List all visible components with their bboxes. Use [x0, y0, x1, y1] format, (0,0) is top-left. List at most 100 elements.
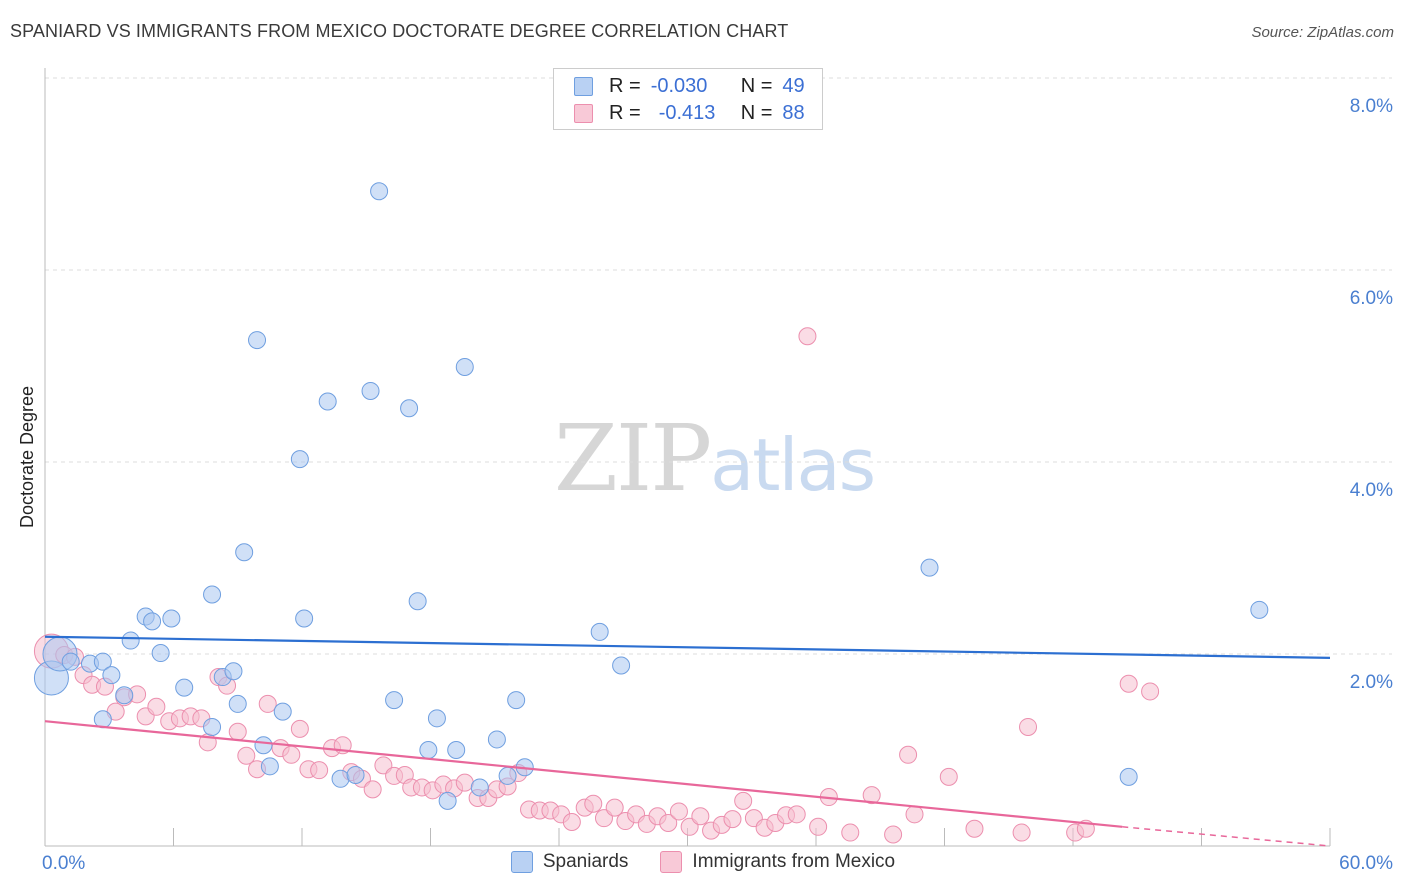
- immigrant-point: [899, 745, 918, 764]
- immigrant-point: [734, 791, 753, 810]
- legend-n-label: N =: [740, 74, 773, 97]
- legend-swatch-spaniards: [510, 851, 533, 873]
- spaniard-point: [400, 399, 419, 418]
- spaniard-point: [254, 736, 273, 755]
- legend-swatch-immigrants: [660, 851, 683, 873]
- immigrant-point: [787, 805, 806, 824]
- legend-swatch-immigrants: [574, 103, 593, 123]
- legend-r-value: -0.030: [650, 74, 708, 97]
- spaniard-point: [331, 769, 350, 788]
- x-tick-label: 60.0%: [1339, 853, 1393, 874]
- legend-n-value: 49: [782, 74, 805, 97]
- immigrant-point: [147, 697, 166, 716]
- immigrant-point: [282, 745, 301, 764]
- legend-swatch-spaniards: [574, 76, 593, 96]
- spaniard-point: [273, 702, 292, 721]
- trend-lines: [44, 635, 1331, 847]
- immigrant-point: [310, 761, 329, 780]
- spaniard-point: [612, 656, 631, 675]
- immigrant-point: [905, 805, 924, 824]
- immigrants-from-mexico-points: [33, 327, 1160, 844]
- immigrant-point: [1141, 682, 1160, 701]
- spaniard-point: [203, 717, 222, 736]
- immigrant-point: [691, 807, 710, 826]
- legend-item-immigrants[interactable]: Immigrants from Mexico: [660, 851, 895, 873]
- immigrant-point: [965, 819, 984, 838]
- source-label: Source: ZipAtlas.com: [1251, 24, 1394, 41]
- spaniard-point: [507, 691, 526, 710]
- immigrant-point: [862, 786, 881, 805]
- spaniard-point: [408, 592, 427, 611]
- immigrant-point: [1019, 717, 1038, 736]
- spaniard-point: [260, 757, 279, 776]
- y-tick-label: 4.0%: [1350, 480, 1393, 501]
- chart-title: SPANIARD VS IMMIGRANTS FROM MEXICO DOCTO…: [10, 21, 789, 41]
- legend-row-spaniards: R = -0.030 N = 49: [574, 73, 805, 99]
- axis-labels: 2.0% 4.0% 6.0% 8.0% 0.0% 60.0% Doctorate Degre…: [17, 96, 1393, 874]
- spaniard-point: [143, 612, 162, 631]
- series-legend: Spaniards Immigrants from Mexico: [0, 851, 1406, 873]
- spaniard-point: [115, 686, 134, 705]
- spaniard-point: [470, 778, 489, 797]
- spaniard-point: [447, 741, 466, 759]
- spaniard-point: [1119, 767, 1138, 786]
- immigrant-point: [228, 722, 247, 741]
- immigrant-point: [258, 694, 277, 713]
- legend-r-label: R =: [609, 74, 641, 97]
- immigrant-point: [659, 813, 678, 832]
- spaniard-point: [224, 662, 243, 681]
- legend-label-spaniards: Spaniards: [542, 851, 629, 872]
- spaniard-point: [290, 450, 309, 469]
- spaniard-point: [228, 694, 247, 713]
- spaniard-point: [203, 585, 222, 604]
- spaniard-point: [1250, 600, 1269, 619]
- spaniard-point: [455, 357, 474, 376]
- spaniard-point: [175, 678, 194, 697]
- y-axis-title: Doctorate Degree: [17, 386, 37, 528]
- spaniard-point: [487, 730, 506, 749]
- immigrant-point: [1012, 823, 1031, 842]
- spaniard-point: [346, 765, 365, 784]
- spaniard-point: [318, 392, 337, 411]
- spaniard-point: [61, 652, 80, 671]
- spaniard-point: [295, 609, 314, 628]
- watermark: ZIPatlas: [554, 405, 876, 512]
- spaniard-point: [121, 631, 140, 650]
- immigrant-point: [939, 767, 958, 786]
- spaniards-trend-line: [44, 635, 1331, 659]
- spaniard-point: [162, 609, 181, 628]
- spaniard-point: [93, 652, 112, 671]
- spaniard-point: [427, 709, 446, 728]
- legend-r-label: R =: [609, 101, 641, 124]
- legend-row-immigrants: R = -0.413 N = 88: [574, 100, 805, 126]
- legend-label-immigrants: Immigrants from Mexico: [692, 851, 896, 872]
- immigrant-point: [290, 719, 309, 738]
- immigrant-point: [237, 746, 256, 765]
- legend-n-value: 88: [782, 101, 805, 124]
- correlation-legend: R = -0.030 N = 49 R = -0.413 N = 88: [553, 68, 823, 130]
- immigrant-point: [455, 773, 474, 792]
- grid-lines: [45, 77, 1392, 655]
- y-tick-label: 6.0%: [1350, 288, 1393, 309]
- legend-n-label: N =: [740, 101, 773, 124]
- legend-item-spaniards[interactable]: Spaniards: [510, 851, 629, 873]
- immigrant-point: [669, 802, 688, 821]
- watermark-atlas: atlas: [710, 423, 876, 507]
- spaniard-point: [151, 644, 170, 663]
- x-tick-label: 0.0%: [42, 853, 85, 874]
- immigrant-point: [809, 817, 828, 836]
- watermark-zip: ZIP: [554, 405, 712, 512]
- spaniard-point: [438, 791, 457, 810]
- spaniard-point: [102, 666, 121, 685]
- immigrant-point: [374, 756, 393, 775]
- spaniards-points: [33, 182, 1269, 810]
- immigrants-trend-extension: [1122, 826, 1331, 847]
- immigrant-point: [562, 813, 581, 831]
- immigrant-point: [594, 809, 613, 828]
- spaniard-point: [385, 691, 404, 710]
- spaniard-point: [361, 381, 380, 400]
- spaniard-point: [590, 622, 609, 641]
- immigrant-point: [798, 327, 817, 346]
- legend-r-value: -0.413: [658, 101, 716, 124]
